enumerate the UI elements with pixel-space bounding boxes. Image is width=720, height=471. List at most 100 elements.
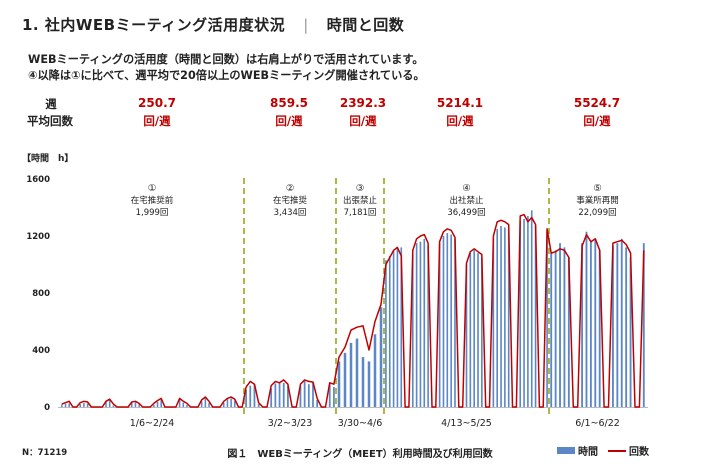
weekly-unit-1: 回/週 bbox=[143, 114, 171, 128]
period-name: 出張禁止 bbox=[343, 195, 378, 206]
hours-bar bbox=[86, 403, 89, 407]
hours-bar bbox=[61, 404, 63, 407]
hours-bar bbox=[616, 243, 619, 408]
hours-bar bbox=[507, 228, 510, 408]
hours-bar bbox=[307, 384, 310, 407]
hours-bar bbox=[598, 250, 601, 407]
hours-bar bbox=[625, 247, 628, 407]
hours-bar bbox=[108, 400, 111, 407]
hours-bar bbox=[379, 307, 383, 407]
hours-bar bbox=[64, 403, 67, 407]
weekly-label-top: 週 bbox=[45, 97, 57, 111]
hours-bar bbox=[527, 216, 529, 407]
description-line-2: ④以降は①に比べて、週平均で20倍以上のWEBミーティング開催されている。 bbox=[28, 69, 425, 82]
hours-bar bbox=[328, 384, 331, 407]
hours-bar bbox=[253, 384, 256, 407]
period-total: 36,499回 bbox=[447, 208, 485, 218]
hours-bar bbox=[204, 398, 207, 407]
weekly-average-2: 859.5 bbox=[270, 96, 308, 110]
weekly-average-1: 250.7 bbox=[138, 96, 176, 110]
hours-bar bbox=[465, 264, 468, 407]
hours-bar bbox=[274, 383, 277, 407]
hours-bar bbox=[504, 227, 506, 407]
hours-bar bbox=[642, 243, 645, 408]
hours-bar bbox=[620, 238, 623, 407]
sample-size-label: N：71219 bbox=[22, 448, 68, 458]
weekly-unit-5: 回/週 bbox=[583, 114, 611, 128]
y-tick-label: 1600 bbox=[26, 175, 50, 185]
hours-bar bbox=[589, 241, 592, 407]
hours-bar bbox=[200, 401, 203, 407]
hours-bar bbox=[442, 236, 445, 407]
period-name: 在宅推奨前 bbox=[131, 195, 174, 206]
hours-bar bbox=[249, 385, 252, 408]
y-tick-label: 400 bbox=[32, 346, 50, 356]
hours-bar bbox=[349, 342, 353, 408]
hours-bar bbox=[282, 382, 285, 407]
hours-bar bbox=[523, 218, 525, 407]
y-tick-label: 800 bbox=[32, 289, 50, 299]
x-range-label: 3/2~3/23 bbox=[268, 418, 313, 429]
hours-bar bbox=[316, 399, 319, 408]
legend-bar-swatch bbox=[557, 447, 575, 454]
hours-bar bbox=[367, 361, 371, 407]
period-total: 1,999回 bbox=[136, 208, 169, 218]
period-total: 3,434回 bbox=[274, 208, 307, 218]
hours-bar bbox=[79, 404, 82, 407]
hours-bar bbox=[373, 334, 377, 407]
weekly-average-3: 2392.3 bbox=[339, 96, 387, 110]
x-range-label: 4/13~5/25 bbox=[441, 418, 492, 429]
weekly-average-4: 5214.1 bbox=[436, 96, 484, 110]
hours-bar bbox=[454, 238, 456, 407]
hours-bar bbox=[245, 389, 247, 407]
hours-bar bbox=[83, 403, 85, 407]
legend-line-swatch bbox=[608, 449, 626, 452]
hours-bar bbox=[400, 247, 403, 407]
hours-bar bbox=[385, 260, 387, 407]
legend-line-label: 回数 bbox=[629, 447, 649, 458]
hours-bar bbox=[361, 357, 365, 408]
weekly-average-5: 5524.7 bbox=[573, 96, 621, 110]
x-range-label: 6/1~6/22 bbox=[575, 418, 620, 429]
hours-bar bbox=[156, 402, 159, 407]
hours-bar bbox=[112, 405, 115, 407]
hours-bar bbox=[234, 400, 236, 407]
hours-bar bbox=[594, 238, 597, 407]
hours-bar bbox=[222, 402, 225, 407]
period-name: 在宅推奨 bbox=[273, 195, 308, 206]
page-title: 1. 社内WEBミーティング活用度状況 | 時間と回数 bbox=[22, 14, 404, 35]
weekly-unit-3: 回/週 bbox=[349, 114, 377, 128]
counts-line bbox=[61, 213, 645, 408]
hours-bar bbox=[257, 404, 260, 407]
hours-bar bbox=[550, 253, 553, 407]
hours-bar bbox=[581, 243, 583, 408]
hours-bar bbox=[138, 404, 140, 407]
hours-bar bbox=[355, 338, 359, 407]
hours-bar bbox=[427, 245, 429, 407]
hours-bar bbox=[312, 382, 314, 407]
hours-bar bbox=[186, 405, 188, 407]
y-tick-label: 1200 bbox=[26, 232, 50, 242]
hours-bar bbox=[519, 221, 522, 407]
hours-bar bbox=[208, 403, 210, 407]
hours-bar bbox=[343, 352, 347, 407]
hours-bar bbox=[226, 399, 229, 407]
hours-bar bbox=[492, 238, 495, 407]
period-name: 出社禁止 bbox=[449, 195, 484, 206]
hours-bar bbox=[287, 385, 289, 408]
hours-bar bbox=[182, 402, 185, 407]
hours-bar bbox=[481, 257, 483, 408]
hours-bar bbox=[567, 257, 570, 408]
period-total: 22,099回 bbox=[578, 208, 616, 218]
hours-bar bbox=[546, 230, 548, 407]
period-marker: ③ bbox=[356, 183, 365, 194]
hours-bar bbox=[278, 382, 281, 407]
hours-bar bbox=[270, 388, 273, 407]
hours-bar bbox=[530, 210, 533, 407]
x-range-label: 1/6~2/24 bbox=[130, 418, 175, 429]
period-name: 事業所再開 bbox=[576, 195, 619, 206]
hours-bar bbox=[392, 250, 395, 407]
hours-bar bbox=[230, 398, 232, 407]
hours-bar bbox=[160, 399, 162, 408]
hours-bar bbox=[411, 254, 414, 407]
